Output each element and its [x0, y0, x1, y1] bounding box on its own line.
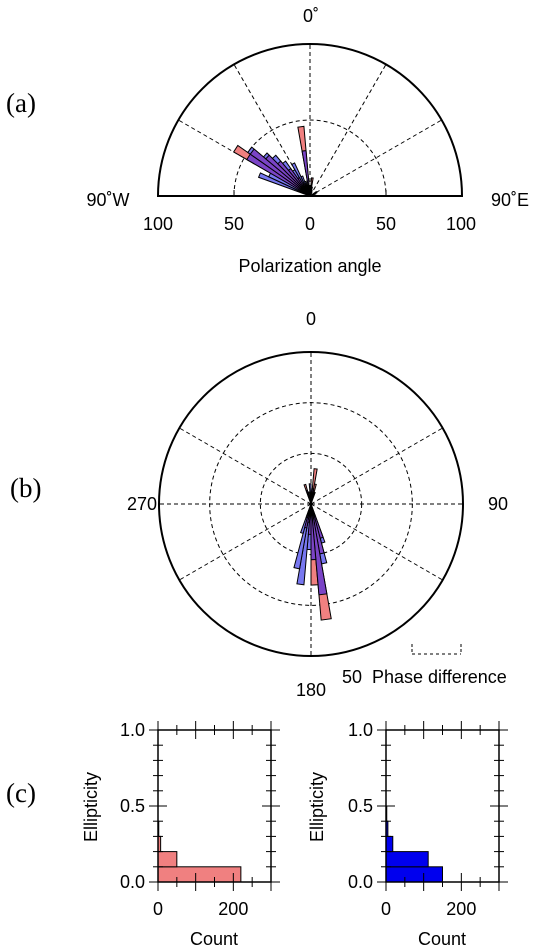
panel-a-angle-top: 0˚ — [303, 6, 319, 26]
panel-a-letter: (a) — [6, 88, 36, 118]
panel-c-left-axes: 0.0 0.5 1.0 0 200 — [120, 720, 280, 919]
panel-b-angle-top: 0 — [306, 309, 316, 329]
panel-a-tick-label: 50 — [376, 214, 396, 234]
bar-overlap — [305, 503, 312, 519]
grid-spoke — [310, 503, 443, 581]
panel-b-angle-left: 270 — [127, 494, 157, 514]
panel-b-outline — [158, 351, 464, 657]
panel-c-left-xlabel: Count — [190, 929, 238, 949]
panel-a-frame — [156, 43, 464, 197]
y-tick-label: 1.0 — [120, 720, 145, 740]
panel-b-bars — [293, 468, 332, 621]
panel-a-polarization-angle: 0˚ 90˚W 90˚E 100 50 0 50 100 Polarizatio… — [86, 6, 529, 276]
panel-b-angle-right: 90 — [488, 494, 508, 514]
panel-c-left-ylabel: Ellipticity — [81, 772, 101, 842]
y-tick-label: 0.5 — [348, 796, 373, 816]
x-tick-label: 0 — [153, 899, 163, 919]
bar-overlap — [310, 493, 315, 505]
histogram-bar — [157, 851, 178, 868]
panel-b-xlabel: Phase difference — [372, 667, 507, 687]
grid-spoke — [310, 427, 443, 505]
panel-c-right-ylabel: Ellipticity — [307, 772, 327, 842]
panel-c-left-histogram: 0.0 0.5 1.0 0 200 Ellipticity Count — [81, 720, 280, 949]
grid-spoke — [309, 64, 387, 197]
panel-b-phase-difference: 0 270 90 180 50 Phase difference — [127, 309, 508, 700]
panel-c-right-histogram: 0.0 0.5 1.0 0 200 Ellipticity Count — [307, 720, 508, 949]
panel-b-angle-bottom: 180 — [296, 680, 326, 700]
x-tick-label: 0 — [381, 899, 391, 919]
grid-spoke — [179, 427, 312, 505]
panel-a-tick-label: 50 — [224, 214, 244, 234]
grid-ring — [233, 119, 387, 197]
histogram-bar — [385, 835, 394, 853]
x-tick-label: 200 — [218, 899, 248, 919]
panel-b-letter: (b) — [10, 473, 41, 503]
panel-c-right-bars — [385, 805, 443, 883]
panel-a-bars — [232, 125, 318, 197]
panel-c-right-xlabel: Count — [418, 929, 466, 949]
panel-c-right-axes: 0.0 0.5 1.0 0 200 — [348, 720, 508, 919]
panel-a-grid — [178, 44, 442, 197]
x-tick-label: 200 — [446, 899, 476, 919]
y-tick-label: 1.0 — [348, 720, 373, 740]
y-tick-label: 0.5 — [120, 796, 145, 816]
y-tick-label: 0.0 — [348, 872, 373, 892]
panel-a-outline — [156, 43, 464, 197]
panel-b-frame — [158, 351, 464, 657]
panel-a-angle-right: 90˚E — [491, 190, 529, 210]
bar-overlap — [301, 150, 311, 197]
grid-spoke — [178, 119, 311, 197]
panel-a-tick-label: 100 — [143, 214, 173, 234]
bar-overlap — [309, 495, 312, 505]
panel-a-tick-label: 0 — [305, 214, 315, 234]
panel-a-angle-left: 90˚W — [86, 190, 129, 210]
panel-c-letter: (c) — [6, 778, 36, 808]
panel-b-scale-label: 50 — [342, 667, 362, 687]
y-tick-label: 0.0 — [120, 872, 145, 892]
panel-c-left-bars — [157, 820, 242, 883]
histogram-bar — [157, 866, 242, 883]
histogram-bar — [385, 866, 443, 883]
grid-spoke — [233, 64, 311, 197]
panel-a-xlabel: Polarization angle — [238, 256, 381, 276]
panel-a-tick-label: 100 — [446, 214, 476, 234]
grid-spoke — [309, 119, 442, 197]
panel-b-grid — [159, 352, 463, 656]
grid-spoke — [179, 503, 312, 581]
histogram-bar — [385, 851, 429, 868]
